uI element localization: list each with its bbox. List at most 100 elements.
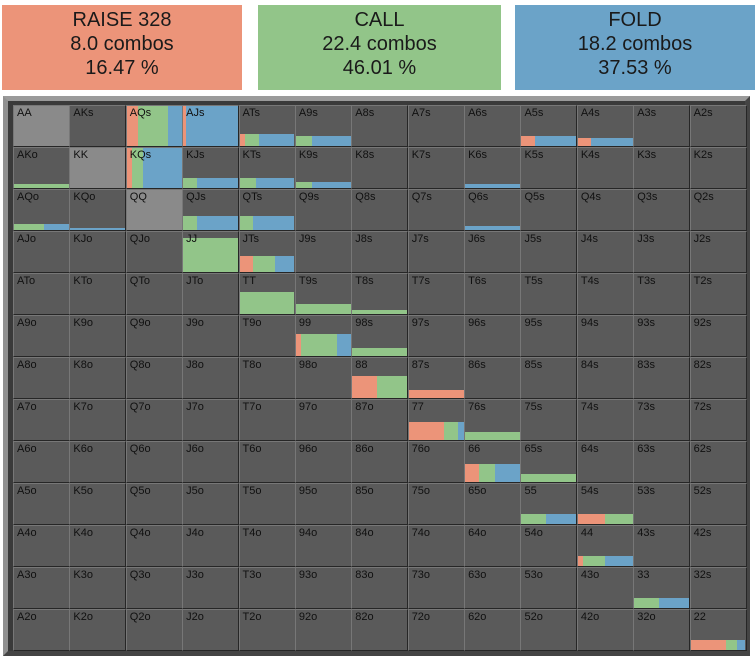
hand-cell-K8s[interactable]: K8s <box>351 147 409 189</box>
hand-cell-T2o[interactable]: T2o <box>238 609 296 651</box>
hand-cell-K2o[interactable]: K2o <box>69 609 127 651</box>
hand-cell-K5o[interactable]: K5o <box>69 483 127 525</box>
hand-cell-52s[interactable]: 52s <box>689 483 747 525</box>
hand-cell-T7o[interactable]: T7o <box>238 399 296 441</box>
hand-cell-92o[interactable]: 92o <box>294 609 352 651</box>
hand-cell-JTo[interactable]: JTo <box>182 273 240 315</box>
hand-cell-T7s[interactable]: T7s <box>407 273 465 315</box>
hand-cell-43s[interactable]: 43s <box>633 525 691 567</box>
hand-cell-QTs[interactable]: QTs <box>238 189 296 231</box>
hand-cell-87o[interactable]: 87o <box>351 399 409 441</box>
hand-cell-54o[interactable]: 54o <box>520 525 578 567</box>
hand-cell-JTs[interactable]: JTs <box>238 231 296 273</box>
hand-cell-A2s[interactable]: A2s <box>689 105 747 147</box>
hand-cell-A7o[interactable]: A7o <box>13 399 70 441</box>
hand-cell-74s[interactable]: 74s <box>576 399 634 441</box>
hand-cell-66[interactable]: 66 <box>464 441 522 483</box>
hand-cell-A4o[interactable]: A4o <box>13 525 70 567</box>
hand-cell-K3o[interactable]: K3o <box>69 567 127 609</box>
hand-cell-J8s[interactable]: J8s <box>351 231 409 273</box>
hand-cell-TT[interactable]: TT <box>238 273 296 315</box>
hand-cell-AQs[interactable]: AQs <box>125 105 183 147</box>
hand-cell-97o[interactable]: 97o <box>294 399 352 441</box>
hand-cell-64s[interactable]: 64s <box>576 441 634 483</box>
hand-cell-T8s[interactable]: T8s <box>351 273 409 315</box>
call-summary[interactable]: CALL 22.4 combos 46.01 % <box>258 5 501 90</box>
hand-cell-J9o[interactable]: J9o <box>182 315 240 357</box>
hand-cell-J6s[interactable]: J6s <box>464 231 522 273</box>
hand-cell-82o[interactable]: 82o <box>351 609 409 651</box>
hand-cell-76s[interactable]: 76s <box>464 399 522 441</box>
hand-cell-J7o[interactable]: J7o <box>182 399 240 441</box>
hand-cell-A8s[interactable]: A8s <box>351 105 409 147</box>
hand-cell-Q5s[interactable]: Q5s <box>520 189 578 231</box>
hand-cell-K4o[interactable]: K4o <box>69 525 127 567</box>
hand-cell-A7s[interactable]: A7s <box>407 105 465 147</box>
hand-cell-K6o[interactable]: K6o <box>69 441 127 483</box>
hand-cell-63s[interactable]: 63s <box>633 441 691 483</box>
hand-cell-62s[interactable]: 62s <box>689 441 747 483</box>
hand-cell-99[interactable]: 99 <box>294 315 352 357</box>
hand-cell-QTo[interactable]: QTo <box>125 273 183 315</box>
hand-cell-73o[interactable]: 73o <box>407 567 465 609</box>
hand-cell-T4o[interactable]: T4o <box>238 525 296 567</box>
hand-cell-AKs[interactable]: AKs <box>69 105 127 147</box>
hand-cell-KJs[interactable]: KJs <box>182 147 240 189</box>
hand-cell-Q5o[interactable]: Q5o <box>125 483 183 525</box>
hand-cell-J2o[interactable]: J2o <box>182 609 240 651</box>
hand-cell-KK[interactable]: KK <box>69 147 127 189</box>
hand-cell-44[interactable]: 44 <box>576 525 634 567</box>
hand-cell-94s[interactable]: 94s <box>576 315 634 357</box>
hand-cell-86s[interactable]: 86s <box>464 357 522 399</box>
hand-cell-T5s[interactable]: T5s <box>520 273 578 315</box>
fold-summary[interactable]: FOLD 18.2 combos 37.53 % <box>515 5 755 90</box>
raise-summary[interactable]: RAISE 328 8.0 combos 16.47 % <box>2 5 242 90</box>
hand-cell-A6s[interactable]: A6s <box>464 105 522 147</box>
hand-cell-K9o[interactable]: K9o <box>69 315 127 357</box>
hand-cell-85s[interactable]: 85s <box>520 357 578 399</box>
hand-cell-63o[interactable]: 63o <box>464 567 522 609</box>
hand-cell-54s[interactable]: 54s <box>576 483 634 525</box>
hand-cell-K5s[interactable]: K5s <box>520 147 578 189</box>
hand-cell-83o[interactable]: 83o <box>351 567 409 609</box>
hand-cell-J5s[interactable]: J5s <box>520 231 578 273</box>
hand-cell-Q7o[interactable]: Q7o <box>125 399 183 441</box>
hand-cell-65s[interactable]: 65s <box>520 441 578 483</box>
hand-cell-96o[interactable]: 96o <box>294 441 352 483</box>
hand-cell-52o[interactable]: 52o <box>520 609 578 651</box>
hand-cell-K6s[interactable]: K6s <box>464 147 522 189</box>
hand-cell-T5o[interactable]: T5o <box>238 483 296 525</box>
hand-cell-93s[interactable]: 93s <box>633 315 691 357</box>
hand-cell-53o[interactable]: 53o <box>520 567 578 609</box>
hand-cell-K4s[interactable]: K4s <box>576 147 634 189</box>
hand-cell-72s[interactable]: 72s <box>689 399 747 441</box>
hand-cell-83s[interactable]: 83s <box>633 357 691 399</box>
hand-cell-J7s[interactable]: J7s <box>407 231 465 273</box>
hand-cell-J3o[interactable]: J3o <box>182 567 240 609</box>
hand-cell-T9o[interactable]: T9o <box>238 315 296 357</box>
hand-cell-J5o[interactable]: J5o <box>182 483 240 525</box>
hand-cell-A8o[interactable]: A8o <box>13 357 70 399</box>
hand-cell-Q4s[interactable]: Q4s <box>576 189 634 231</box>
hand-cell-Q7s[interactable]: Q7s <box>407 189 465 231</box>
hand-cell-72o[interactable]: 72o <box>407 609 465 651</box>
hand-cell-98o[interactable]: 98o <box>294 357 352 399</box>
hand-cell-T4s[interactable]: T4s <box>576 273 634 315</box>
hand-cell-QQ[interactable]: QQ <box>125 189 183 231</box>
hand-cell-75s[interactable]: 75s <box>520 399 578 441</box>
hand-cell-KQs[interactable]: KQs <box>125 147 183 189</box>
hand-cell-85o[interactable]: 85o <box>351 483 409 525</box>
hand-cell-76o[interactable]: 76o <box>407 441 465 483</box>
hand-cell-82s[interactable]: 82s <box>689 357 747 399</box>
hand-cell-55[interactable]: 55 <box>520 483 578 525</box>
hand-cell-KTs[interactable]: KTs <box>238 147 296 189</box>
hand-cell-T3s[interactable]: T3s <box>633 273 691 315</box>
hand-cell-A3s[interactable]: A3s <box>633 105 691 147</box>
hand-cell-A3o[interactable]: A3o <box>13 567 70 609</box>
hand-cell-ATs[interactable]: ATs <box>238 105 296 147</box>
hand-cell-32s[interactable]: 32s <box>689 567 747 609</box>
hand-cell-T8o[interactable]: T8o <box>238 357 296 399</box>
hand-cell-Q9s[interactable]: Q9s <box>294 189 352 231</box>
hand-cell-97s[interactable]: 97s <box>407 315 465 357</box>
hand-cell-53s[interactable]: 53s <box>633 483 691 525</box>
